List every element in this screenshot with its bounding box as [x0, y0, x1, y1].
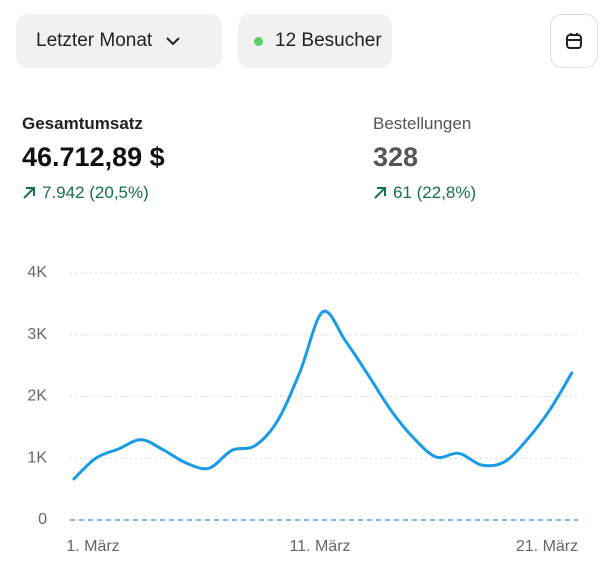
metric-change: 61 (22,8%): [373, 183, 476, 203]
metric-value: 46.712,89 $: [22, 142, 165, 172]
metric-label: Gesamtumsatz: [22, 114, 143, 133]
line-series: [71, 309, 574, 481]
y-tick-label: 0: [38, 511, 47, 528]
period-dropdown[interactable]: Letzter Monat: [16, 14, 222, 68]
chevron-icon: [166, 37, 180, 46]
x-tick-label: 11. März: [289, 538, 350, 555]
status-dot: [254, 36, 263, 46]
visitors-button[interactable]: 12 Besucher: [238, 14, 392, 68]
metric: Gesamtumsatz 46.712,89 $ 7.942 (20,5%): [22, 114, 165, 203]
metric-change: 7.942 (20,5%): [22, 183, 165, 203]
y-tick-label: 2K: [27, 388, 47, 405]
visitors-label: 12 Besucher: [275, 30, 382, 51]
calendar-icon: [566, 33, 582, 49]
period-label: Letzter Monat: [36, 30, 153, 51]
change-text: 7.942 (20,5%): [42, 183, 149, 202]
y-tick-label: 4K: [27, 264, 47, 281]
metric-value: 328: [373, 142, 419, 172]
metric-label: Bestellungen: [373, 114, 472, 133]
up-arrow: [374, 187, 386, 199]
y-tick-label: 1K: [27, 449, 47, 466]
calendar-button[interactable]: [550, 14, 598, 68]
up-arrow: [23, 187, 35, 199]
change-text: 61 (22,8%): [393, 183, 477, 202]
x-tick-label: 1. März: [66, 538, 119, 555]
y-tick-label: 3K: [27, 326, 47, 343]
metric: Bestellungen 328 61 (22,8%): [373, 114, 476, 203]
x-tick-label: 21. März: [516, 538, 578, 555]
